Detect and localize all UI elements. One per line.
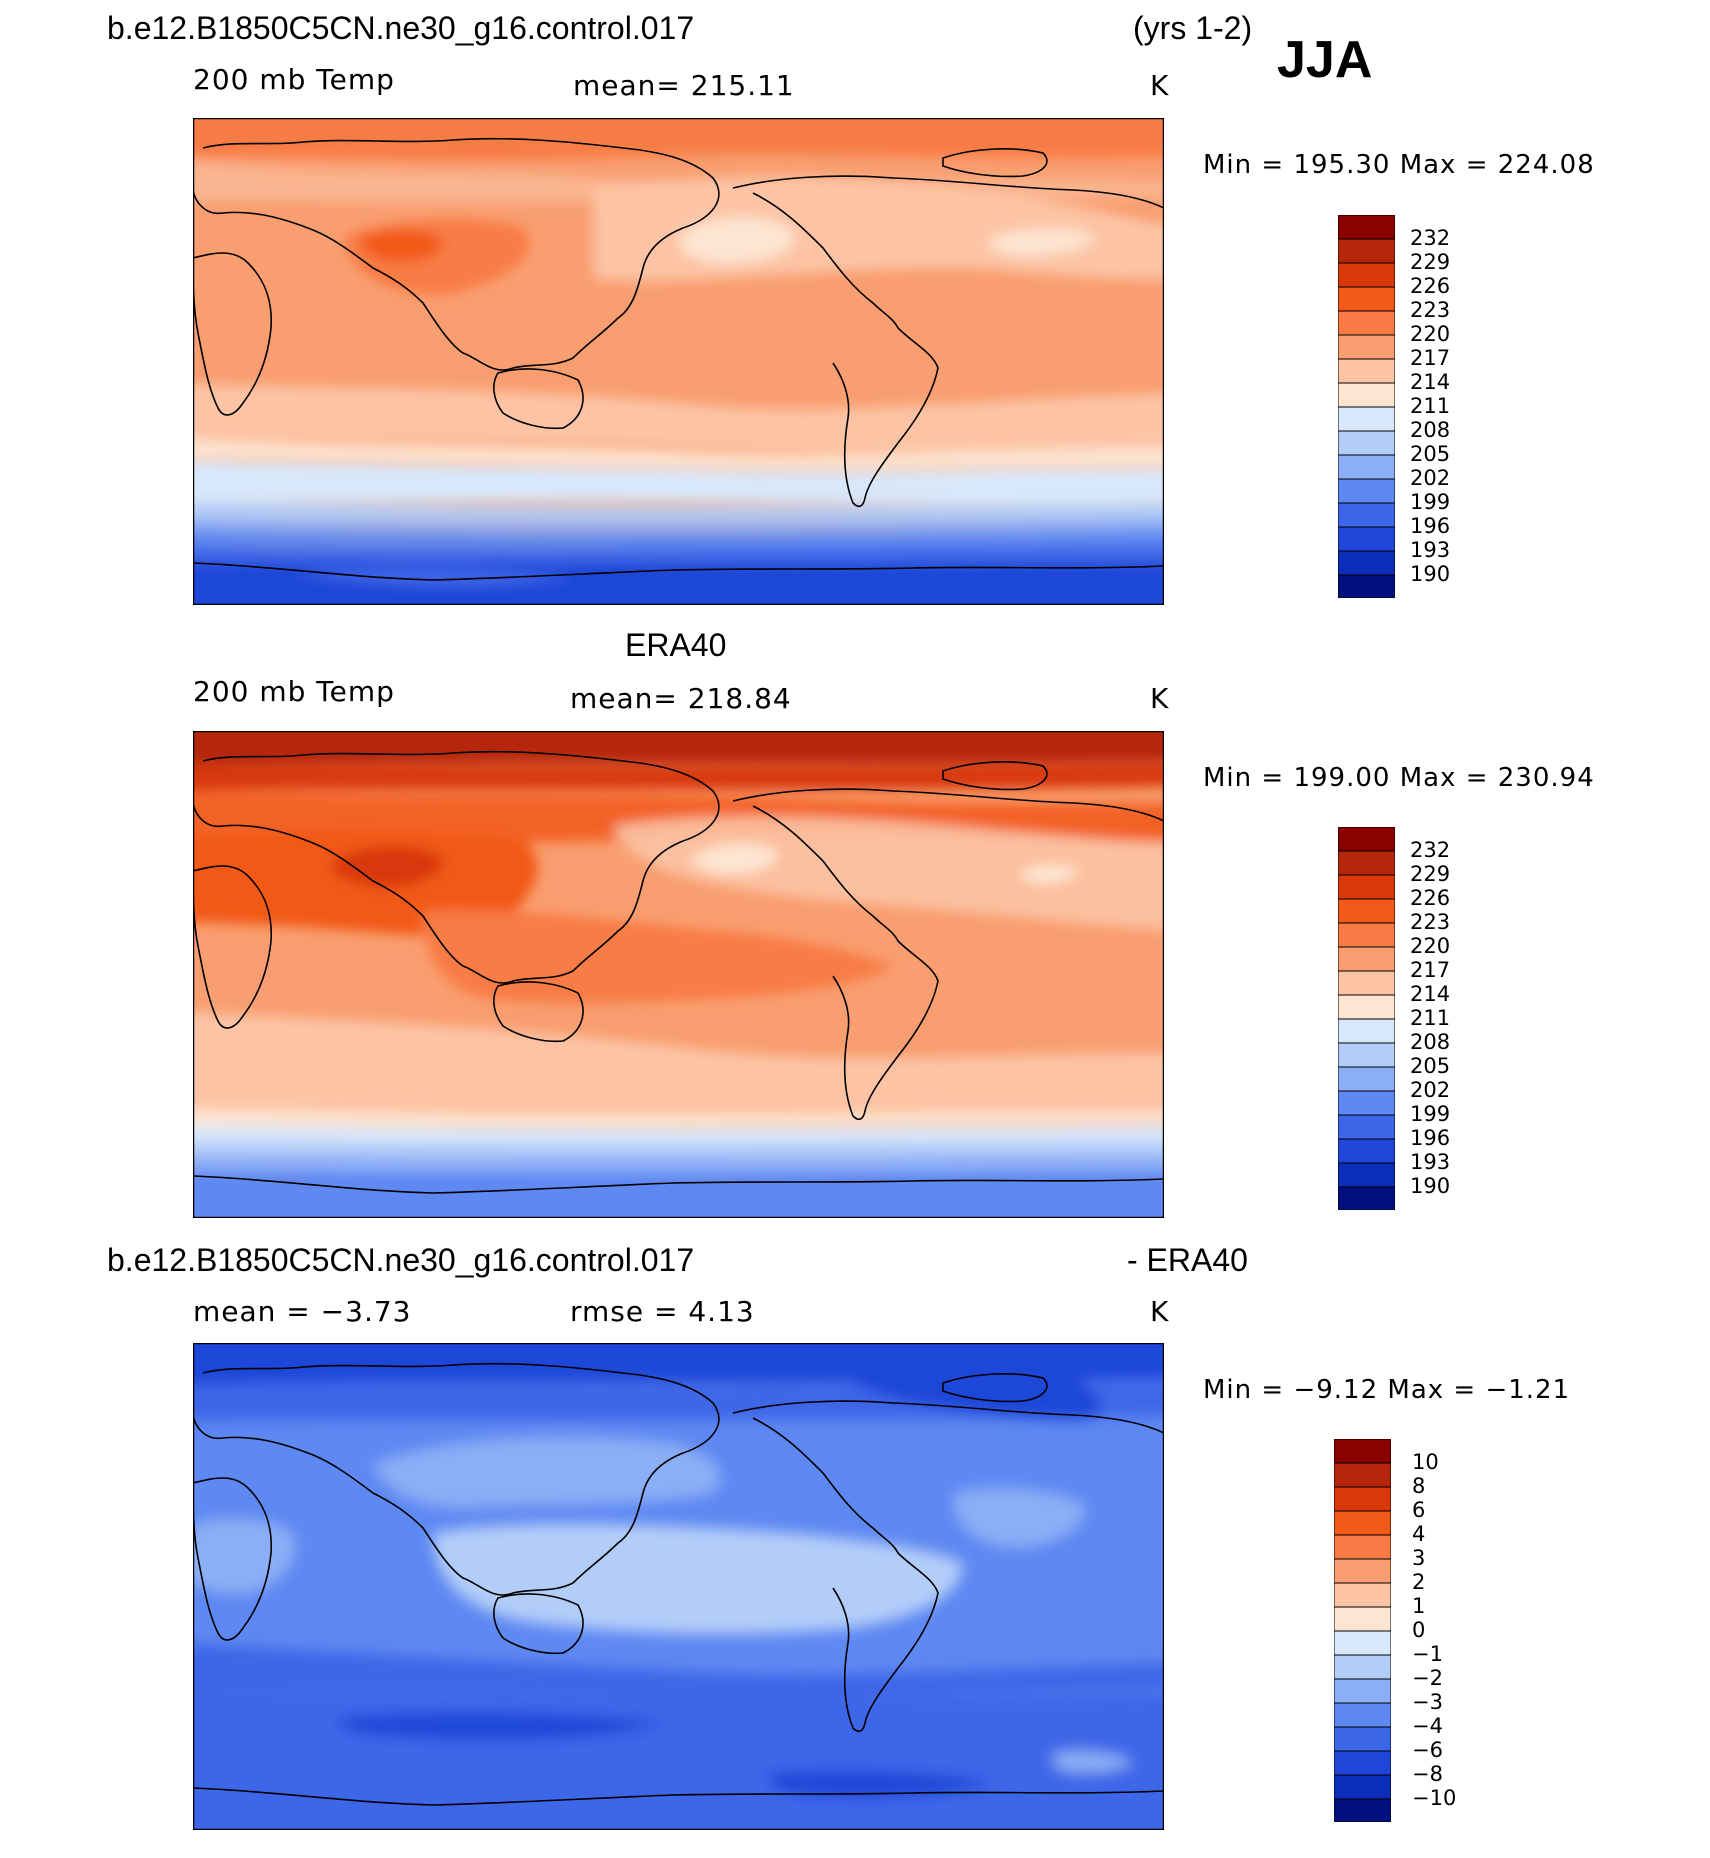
cb2-label: 217 — [1410, 958, 1451, 982]
cb1-label: 193 — [1410, 538, 1451, 562]
cb1-label: 217 — [1410, 346, 1451, 370]
panel1-unit: K — [1150, 69, 1170, 102]
cb3-label: −2 — [1412, 1666, 1443, 1690]
cb1-label: 214 — [1410, 370, 1451, 394]
cb3-label: 3 — [1412, 1546, 1426, 1570]
cb2-label: 190 — [1410, 1174, 1451, 1198]
cb3-label: 4 — [1412, 1522, 1426, 1546]
cb1-label: 229 — [1410, 250, 1451, 274]
panel3-unit: K — [1150, 1295, 1170, 1328]
cb1-label: 190 — [1410, 562, 1451, 586]
panel1-coastlines — [193, 137, 1164, 581]
cb1-label: 232 — [1410, 226, 1451, 250]
panel2-unit: K — [1150, 682, 1170, 715]
cb1-label: 208 — [1410, 418, 1451, 442]
cb2-label: 199 — [1410, 1102, 1451, 1126]
panel1-colorbar — [1338, 215, 1395, 598]
panel3-map-plot — [192, 1342, 1165, 1831]
cb3-label: 1 — [1412, 1594, 1426, 1618]
panel2-mean: mean= 218.84 — [570, 682, 792, 715]
cb3-label: −8 — [1412, 1762, 1443, 1786]
panel2-map — [192, 730, 1165, 1219]
panel3-coastlines — [193, 1362, 1164, 1806]
cb3-label: −3 — [1412, 1690, 1443, 1714]
cb2-label: 232 — [1410, 838, 1451, 862]
cb2-label: 193 — [1410, 1150, 1451, 1174]
cb2-label: 226 — [1410, 886, 1451, 910]
cb2-label: 214 — [1410, 982, 1451, 1006]
panel1-mean: mean= 215.11 — [573, 69, 795, 102]
panel2-colorbar — [1338, 827, 1395, 1210]
cb3-label: −6 — [1412, 1738, 1443, 1762]
panel1-map-plot — [192, 117, 1165, 606]
cb2-label: 223 — [1410, 910, 1451, 934]
cb1-label: 211 — [1410, 394, 1451, 418]
cb2-label: 211 — [1410, 1006, 1451, 1030]
panel2-map-plot — [192, 730, 1165, 1219]
cb3-label: −10 — [1412, 1786, 1457, 1810]
panel3-title-right: - ERA40 — [1127, 1242, 1248, 1278]
panel3-minmax: Min = −9.12 Max = −1.21 — [1203, 1375, 1571, 1405]
panel2-title: ERA40 — [625, 627, 727, 663]
cb2-label: 229 — [1410, 862, 1451, 886]
cb3-label: 6 — [1412, 1498, 1426, 1522]
cb3-label: 0 — [1412, 1618, 1426, 1642]
case-title: b.e12.B1850C5CN.ne30_g16.control.017 — [107, 10, 695, 46]
season-label: JJA — [1277, 31, 1373, 89]
panel2-minmax: Min = 199.00 Max = 230.94 — [1203, 763, 1595, 793]
years-label: (yrs 1-2) — [1133, 10, 1253, 46]
cb1-label: 226 — [1410, 274, 1451, 298]
cb2-label: 205 — [1410, 1054, 1451, 1078]
panel1-variable: 200 mb Temp — [193, 63, 395, 96]
cb2-label: 208 — [1410, 1030, 1451, 1054]
panel1-minmax: Min = 195.30 Max = 224.08 — [1203, 150, 1595, 180]
cb3-label: −1 — [1412, 1642, 1443, 1666]
panel2-variable: 200 mb Temp — [193, 675, 395, 708]
cb3-label: 2 — [1412, 1570, 1426, 1594]
cb2-label: 220 — [1410, 934, 1451, 958]
cb3-label: 10 — [1412, 1450, 1439, 1474]
panel3-rmse: rmse = 4.13 — [570, 1295, 755, 1328]
cb1-label: 223 — [1410, 298, 1451, 322]
cb3-label: −4 — [1412, 1714, 1443, 1738]
cb2-label: 202 — [1410, 1078, 1451, 1102]
panel3-title-left: b.e12.B1850C5CN.ne30_g16.control.017 — [107, 1242, 695, 1278]
cb1-label: 202 — [1410, 466, 1451, 490]
cb2-label: 196 — [1410, 1126, 1451, 1150]
cb1-label: 220 — [1410, 322, 1451, 346]
cb1-label: 196 — [1410, 514, 1451, 538]
panel3-mean: mean = −3.73 — [193, 1295, 412, 1328]
panel2-coastlines — [193, 750, 1164, 1194]
cb1-label: 205 — [1410, 442, 1451, 466]
panel1-map — [192, 117, 1165, 606]
cb3-label: 8 — [1412, 1474, 1426, 1498]
cb1-label: 199 — [1410, 490, 1451, 514]
panel3-map — [192, 1342, 1165, 1831]
panel3-colorbar — [1334, 1439, 1391, 1822]
